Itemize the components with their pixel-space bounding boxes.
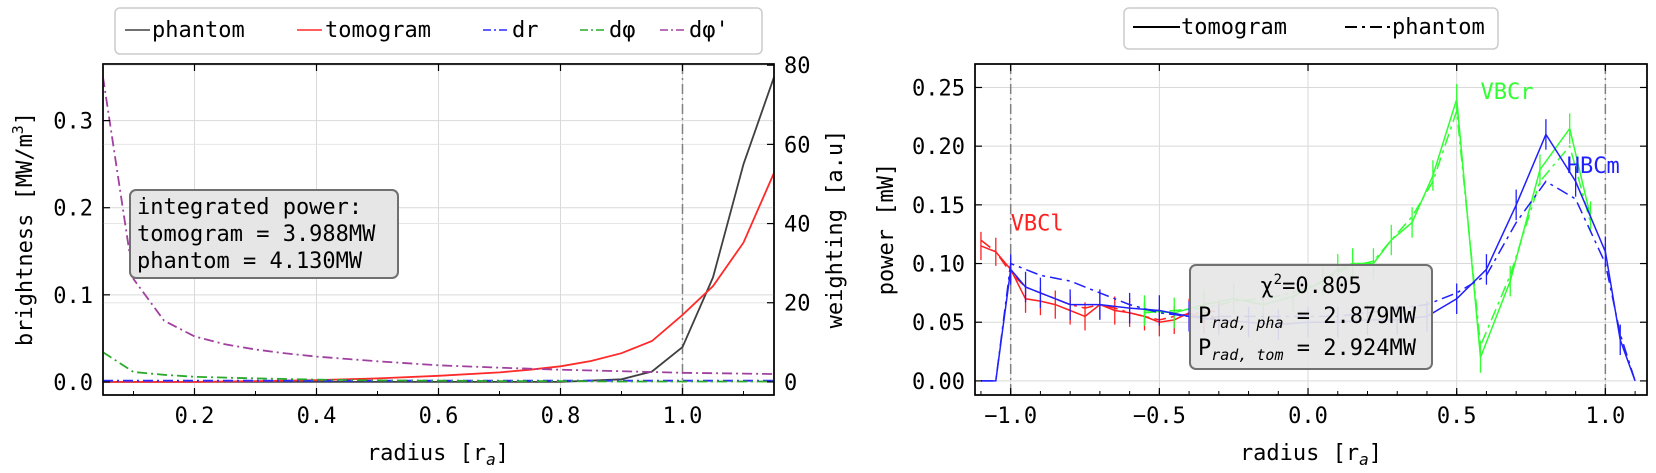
left-y2-tick-label: 40: [784, 213, 811, 238]
legend-label-dphi-prime: dφ': [689, 18, 729, 43]
left-chart: 0.2 0.4 0.6 0.8 1.0 0.0 0.1 0.2 0.3 0 20 40 60 80 int…: [9, 7, 848, 469]
annotation-title: integrated power:: [137, 195, 362, 220]
annotation-p-rad-tomogram: Prad, tom = 2.924MW: [1198, 336, 1417, 364]
left-x-tick-label: 0.4: [297, 404, 337, 429]
right-x-tick-label: 0.0: [1288, 404, 1328, 429]
right-y-tick-label: 0.10: [912, 253, 965, 278]
left-x-tick-label: 0.2: [175, 404, 215, 429]
series-label-hbcm: HBCm: [1567, 154, 1620, 179]
left-x-tick-label: 0.6: [419, 404, 459, 429]
right-y-tick-label: 0.00: [912, 370, 965, 395]
annotation-tomogram: tomogram = 3.988MW: [137, 222, 376, 247]
right-annotation: χ2=0.805 Prad, pha = 2.879MW Prad, tom =…: [1189, 264, 1433, 370]
left-y-tick-label: 0.3: [53, 110, 93, 135]
series-line-dphi-prime: [102, 76, 775, 375]
right-y-tick-label: 0.05: [912, 311, 965, 336]
left-ticks: 0.2 0.4 0.6 0.8 1.0 0.0 0.1 0.2 0.3 0 20 40 60 80: [53, 54, 810, 429]
left-y-tick-label: 0.2: [53, 197, 93, 222]
left-legend-frame: [114, 7, 763, 55]
legend-label-dr: dr: [512, 18, 539, 43]
annotation-phantom: phantom = 4.130MW: [137, 249, 363, 274]
legend-label-dphi: dφ: [609, 18, 636, 43]
legend-label-right-phantom: phantom: [1392, 15, 1485, 40]
right-annotation-box: [1189, 264, 1433, 370]
right-x-tick-label: 0.5: [1437, 404, 1477, 429]
left-annotation: integrated power: tomogram = 3.988MW pha…: [129, 189, 399, 279]
left-y-tick-label: 0.1: [53, 284, 93, 309]
right-reference-lines: [1009, 64, 1607, 395]
right-x-tick-label: 1.0: [1585, 404, 1625, 429]
right-legend: tomogram phantom: [1123, 7, 1499, 50]
left-annotation-box: [129, 189, 399, 279]
legend-label-tomogram: tomogram: [325, 18, 431, 43]
left-y-tick-label: 0.0: [53, 371, 93, 396]
series-line-hbcm-phantom: [980, 180, 1636, 382]
left-y2-tick-label: 20: [784, 292, 811, 317]
right-x-axis-label: radius [ra]: [1240, 441, 1382, 469]
right-y-axis-label: power [mW]: [874, 163, 899, 295]
left-x-axis-label: radius [ra]: [367, 441, 509, 469]
left-x-tick-label: 1.0: [663, 404, 703, 429]
legend-label-phantom: phantom: [152, 18, 245, 43]
series-line-dphi: [102, 351, 774, 383]
right-plot-frame: [974, 63, 1648, 396]
series-label-vbcr: VBCr: [1480, 80, 1533, 105]
left-y2-tick-label: 60: [784, 133, 811, 158]
left-y2-axis-label: weighting [a.u]: [823, 130, 848, 329]
right-y-tick-label: 0.25: [912, 76, 965, 101]
right-chart: VBCl VBCr HBCm −1.0 −0.5 0.0 0.5 1.0 0.00 0.05 0.…: [874, 7, 1648, 469]
series-label-vbcl: VBCl: [1011, 212, 1064, 237]
right-ticks: −1.0 −0.5 0.0 0.5 1.0 0.00 0.05 0.10 0.15 0.20 0.2…: [912, 64, 1647, 429]
left-series-group: [102, 76, 775, 383]
left-y-axis-label: brightness [MW/m3]: [9, 112, 38, 346]
annotation-p-rad-phantom: Prad, pha = 2.879MW: [1198, 304, 1417, 332]
right-x-tick-label: −1.0: [984, 404, 1037, 429]
left-y2-tick-label: 80: [784, 54, 811, 79]
right-y-tick-label: 0.15: [912, 194, 965, 219]
left-y2-tick-label: 0: [784, 371, 797, 396]
right-legend-frame: [1123, 7, 1499, 50]
series-line-tomogram: [103, 172, 775, 383]
right-series-labels: VBCl VBCr HBCm: [1011, 80, 1620, 236]
legend-label-right-tomogram: tomogram: [1181, 15, 1287, 40]
left-x-tick-label: 0.8: [541, 404, 581, 429]
left-legend: phantom tomogram dr dφ dφ': [114, 7, 763, 55]
left-plot-frame: [102, 63, 775, 396]
right-y-tick-label: 0.20: [912, 135, 965, 160]
annotation-chi-squared: χ2=0.805: [1260, 272, 1361, 299]
right-x-tick-label: −0.5: [1133, 404, 1186, 429]
